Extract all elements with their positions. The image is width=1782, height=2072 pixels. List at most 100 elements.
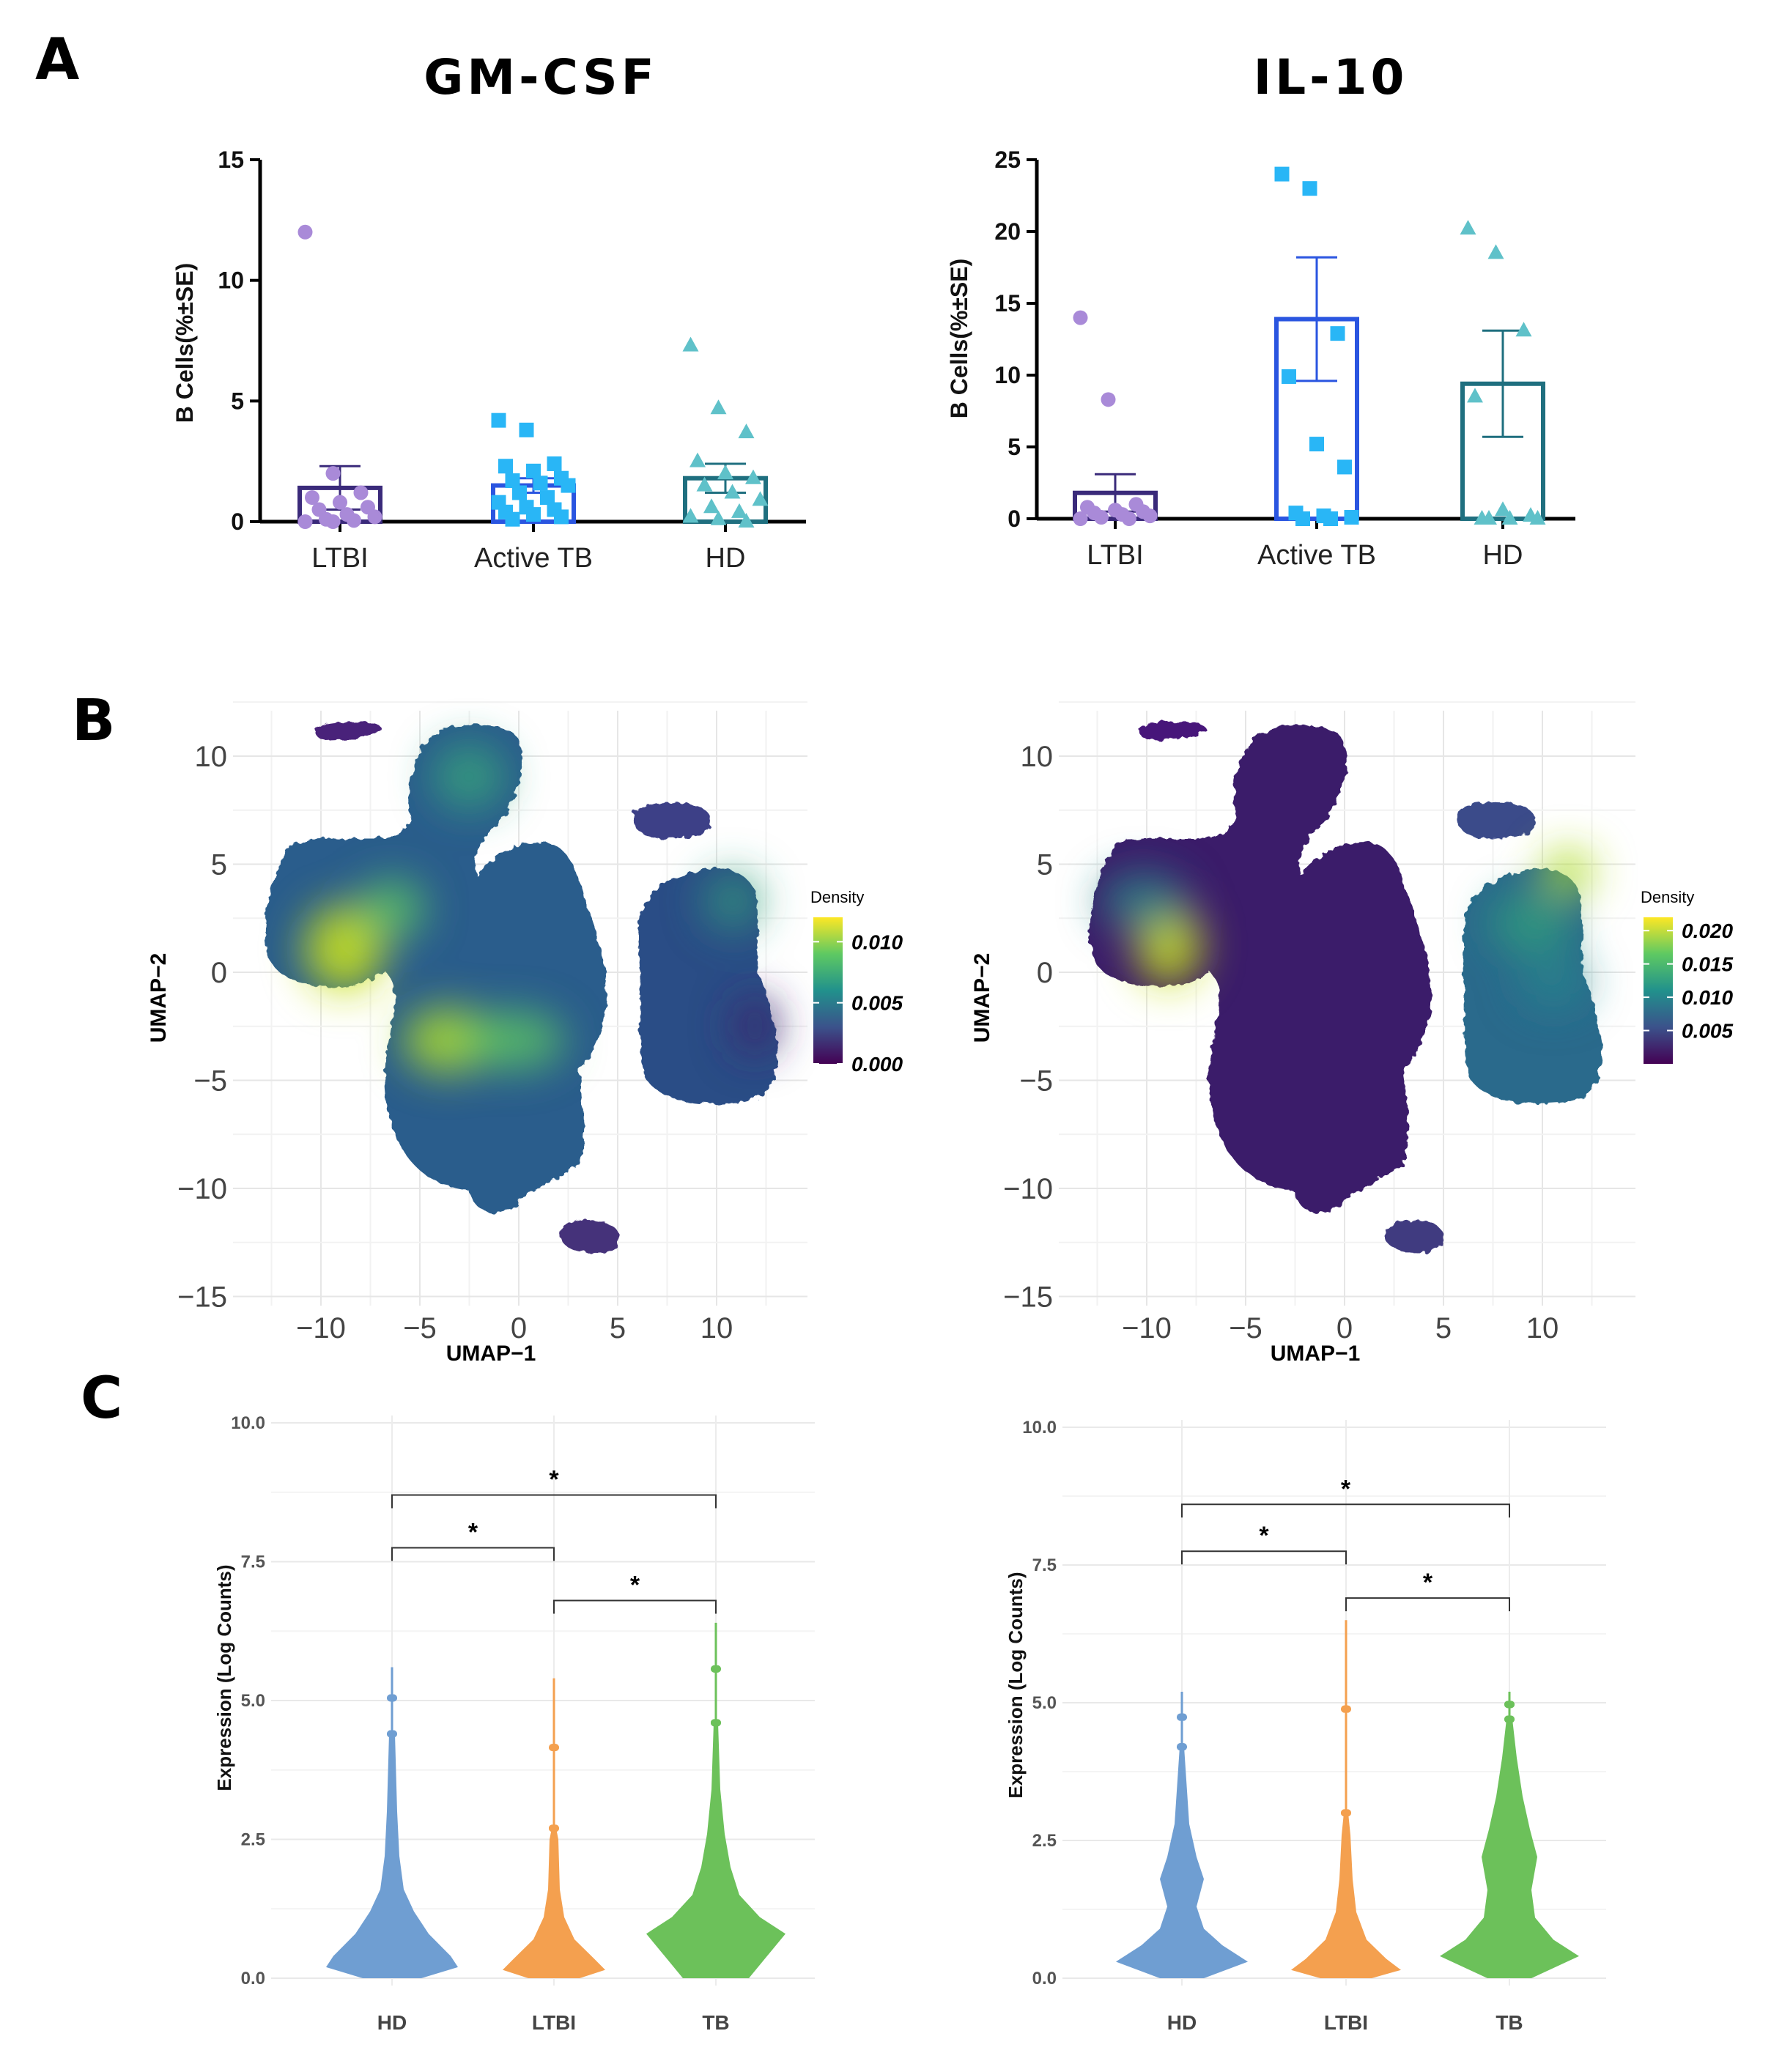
data-point: [561, 478, 576, 493]
colorbar-tick-label: 0.005: [851, 992, 903, 1015]
y-tick-label: 25: [994, 147, 1021, 173]
y-tick-label: −10: [1003, 1173, 1053, 1205]
chart-title-gm-csf: GM-CSF: [424, 49, 658, 106]
y-tick-label: 10.0: [231, 1413, 265, 1433]
category-label: LTBI: [532, 2011, 576, 2034]
category-label: Active TB: [1257, 540, 1376, 571]
x-tick-label: −10: [296, 1312, 346, 1344]
y-tick-label: 10: [195, 741, 228, 773]
panel-label-b: B: [72, 688, 115, 754]
data-point: [505, 511, 520, 527]
y-tick-label: 5: [211, 849, 227, 881]
significance-label: *: [468, 1519, 478, 1547]
outlier-point: [549, 1824, 556, 1832]
umap-density-left: UMAP−1 UMAP−2 −10 −5 0 5 10 10 5 0 −5 −10 −15 Dens…: [147, 701, 903, 1366]
outlier-point: [1506, 1701, 1513, 1709]
y-tick-label: 0: [1008, 506, 1021, 532]
panel-label-a: A: [35, 27, 79, 93]
significance-bracket: [391, 1494, 717, 1509]
x-tick-label: −5: [1229, 1312, 1262, 1344]
violin-y-label-left: Expression (Log Counts): [213, 1564, 235, 1791]
x-tick-label: 10: [700, 1312, 733, 1344]
data-point: [745, 469, 761, 484]
data-point: [1274, 166, 1290, 182]
colorbar-tick-label: 0.010: [1682, 986, 1733, 1009]
umap-x-label-left: UMAP−1: [446, 1342, 536, 1366]
y-axis-label-gm-csf: B Cells(%±SE): [171, 263, 198, 423]
y-tick-label: 0.0: [1032, 1969, 1057, 1988]
umap-cluster-topleft: [1139, 721, 1206, 741]
category-label: LTBI: [1324, 2011, 1368, 2034]
colorbar-tick-label: 0.000: [851, 1053, 903, 1076]
y-tick-label: 0: [1037, 957, 1053, 989]
y-tick-label: −10: [177, 1173, 227, 1205]
violin-tb: [1440, 1719, 1579, 1978]
y-tick-label: 20: [994, 218, 1021, 245]
category-label: HD: [1483, 540, 1523, 571]
data-point: [717, 465, 733, 480]
chart-il-10: IL-10 B Cells(%±SE) 0 5 10 15 20 25 LTBI Active…: [946, 49, 1575, 571]
data-point: [1295, 511, 1310, 526]
y-tick-label: 10: [1021, 741, 1054, 773]
category-label: Active TB: [474, 543, 593, 574]
data-point: [297, 514, 313, 529]
data-point: [1495, 501, 1511, 517]
data-point: [1101, 392, 1116, 407]
y-tick-label: 5: [1037, 849, 1053, 881]
data-point: [333, 495, 347, 510]
y-tick-label: 7.5: [241, 1553, 265, 1572]
colorbar-tick-label: 0.015: [1682, 953, 1733, 976]
significance-label: *: [1259, 1522, 1269, 1550]
outlier-point: [712, 1665, 720, 1673]
category-label: TB: [702, 2011, 729, 2034]
outlier-point: [1178, 1713, 1186, 1721]
chart-title-il-10: IL-10: [1254, 49, 1408, 106]
y-tick-label: 10: [218, 267, 244, 294]
data-point: [1094, 510, 1109, 525]
data-point: [1282, 369, 1296, 384]
data-point: [498, 459, 513, 474]
data-point: [533, 476, 548, 491]
data-point: [738, 423, 755, 439]
violin-left: Expression (Log Counts) 0.0 2.5 5.0 7.5 10.0…: [213, 1413, 815, 2034]
y-tick-label: −5: [1019, 1065, 1053, 1098]
x-tick-label: 0: [511, 1312, 527, 1344]
data-point: [512, 485, 527, 500]
data-point: [1501, 510, 1518, 525]
data-point: [540, 490, 555, 506]
colorbar: [1644, 917, 1673, 1064]
umap-density-right: UMAP−1 UMAP−2 −10 −5 0 5 10 10 5 0 −5 −10 −15 Dens…: [970, 701, 1733, 1366]
data-point: [1460, 220, 1476, 235]
x-tick-label: 5: [610, 1312, 626, 1344]
umap-cluster-bottom: [560, 1220, 620, 1253]
x-tick-label: −10: [1122, 1312, 1172, 1344]
data-point: [696, 476, 713, 492]
outlier-point: [388, 1694, 396, 1702]
data-point: [689, 452, 706, 467]
outlier-point: [1177, 1743, 1184, 1751]
violin-hd: [1116, 1747, 1248, 1978]
significance-bracket: [1345, 1597, 1510, 1612]
data-point: [1337, 459, 1352, 475]
data-point: [519, 422, 534, 437]
data-point: [305, 490, 319, 506]
significance-bracket: [391, 1547, 555, 1561]
data-point: [752, 491, 769, 506]
data-point: [526, 507, 541, 522]
data-point: [347, 513, 361, 528]
violin-tb: [646, 1723, 785, 1978]
data-point: [1302, 181, 1317, 196]
umap-cluster-main: [1089, 725, 1432, 1213]
y-tick-label: 7.5: [1032, 1555, 1057, 1575]
umap-x-label-right: UMAP−1: [1271, 1342, 1361, 1366]
y-tick-label: 2.5: [241, 1830, 265, 1850]
data-point: [1073, 511, 1088, 526]
y-tick-label: −15: [1003, 1281, 1053, 1314]
colorbar-title: Density: [1641, 888, 1694, 906]
colorbar-title: Density: [810, 888, 864, 906]
data-point: [1142, 508, 1158, 524]
data-point: [547, 456, 562, 471]
data-point: [505, 473, 520, 489]
data-point: [325, 514, 341, 529]
category-label: LTBI: [311, 543, 368, 574]
